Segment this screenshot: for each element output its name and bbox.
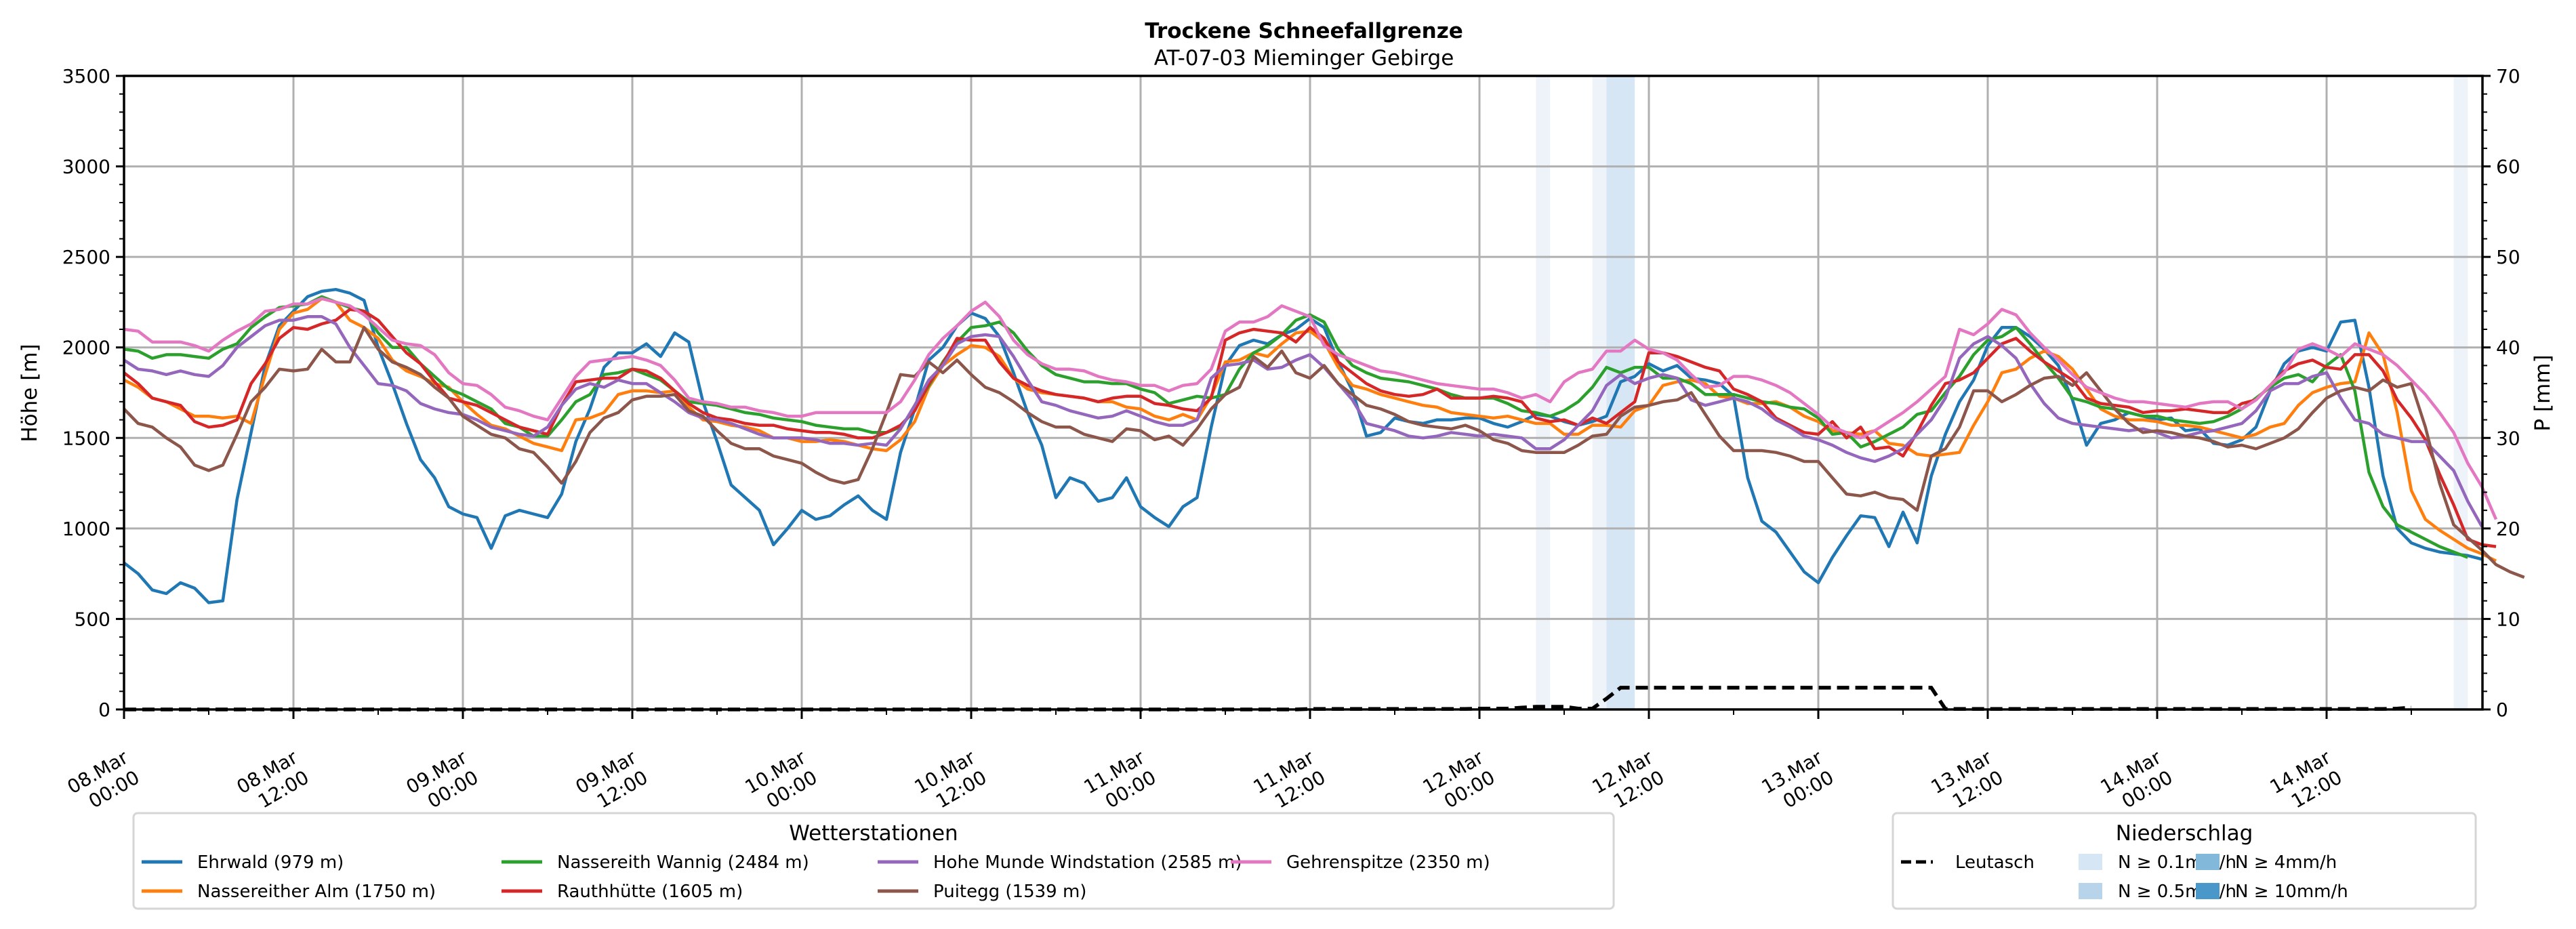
y-ticks-left: 0 500 1000 1500 2000 2500 3000 3500	[62, 65, 124, 721]
series-line-1	[123, 297, 2497, 562]
y-tick-label: 0	[98, 699, 110, 721]
series-line-6	[123, 297, 2498, 520]
y-tick-label-right: 70	[2496, 65, 2520, 87]
legend-label: Rauthhütte (1605 m)	[557, 882, 743, 902]
chart-subtitle: AT-07-03 Mieminger Gebirge	[1154, 46, 1454, 70]
legend-label: Puitegg (1539 m)	[933, 882, 1086, 902]
y-tick-label: 1000	[62, 518, 110, 540]
legend-leutasch-label: Leutasch	[1955, 852, 2035, 873]
precip-band	[1592, 76, 1607, 709]
y-tick-label-right: 0	[2496, 699, 2508, 721]
legend-label: Hohe Munde Windstation (2585 m)	[933, 852, 1242, 873]
y-tick-label: 500	[75, 608, 110, 630]
legend-precip-title: Niederschlag	[2116, 821, 2253, 846]
series-line-5	[123, 326, 2525, 579]
y-ticks-right: 0 10 20 30 40 50 60 70	[2482, 65, 2520, 721]
y-axis-label: Höhe [m]	[18, 344, 42, 442]
legend-band-swatch	[2196, 854, 2220, 870]
plot-frame	[123, 75, 2484, 711]
legend-label: Nassereith Wannig (2484 m)	[557, 852, 809, 873]
grid	[123, 75, 2482, 711]
legend-precip: Niederschlag Leutasch N ≥ 0.1mm/hN ≥ 0.5…	[1892, 812, 2477, 910]
legend-label: Gehrenspitze (2350 m)	[1286, 852, 1490, 873]
y-tick-label-right: 20	[2496, 518, 2520, 540]
precip-band	[2453, 76, 2468, 709]
axes	[123, 75, 2484, 711]
chart-title: Trockene Schneefallgrenze	[1145, 19, 1463, 43]
y-tick-label-right: 50	[2496, 246, 2520, 268]
precip-bands	[1536, 76, 2468, 709]
y-tick-label-right: 10	[2496, 608, 2520, 630]
legend-band-swatch	[2196, 883, 2220, 899]
legend-stations-title: Wetterstationen	[789, 821, 958, 846]
series-line-4	[123, 315, 2484, 528]
legend-band-label: N ≥ 10mm/h	[2235, 882, 2348, 902]
y-tick-label-right: 60	[2496, 156, 2520, 178]
y-tick-label-right: 40	[2496, 337, 2520, 359]
y-tick-label: 1500	[62, 427, 110, 449]
legend-label: Nassereither Alm (1750 m)	[197, 882, 436, 902]
series-line-3	[123, 308, 2497, 548]
y-tick-label-right: 30	[2496, 427, 2520, 449]
legend-band-label: N ≥ 4mm/h	[2235, 852, 2337, 873]
y-tick-label: 2500	[62, 246, 110, 268]
y-tick-label: 3500	[62, 65, 110, 87]
y-axis-label-right: P [mm]	[2531, 354, 2555, 431]
leutasch-line	[124, 686, 2412, 711]
legend-band-swatch	[2079, 854, 2102, 870]
y-tick-label: 3000	[62, 156, 110, 178]
precip-band	[1536, 76, 1551, 709]
precip-band	[1606, 76, 1635, 709]
series-lines	[123, 287, 2525, 711]
legend-stations: Wetterstationen Ehrwald (979 m) Nassereit…	[132, 812, 1615, 910]
series-line-0	[123, 287, 2482, 604]
legend-label: Ehrwald (979 m)	[197, 852, 344, 873]
legend-band-swatch	[2079, 883, 2102, 899]
y-tick-label: 2000	[62, 337, 110, 359]
